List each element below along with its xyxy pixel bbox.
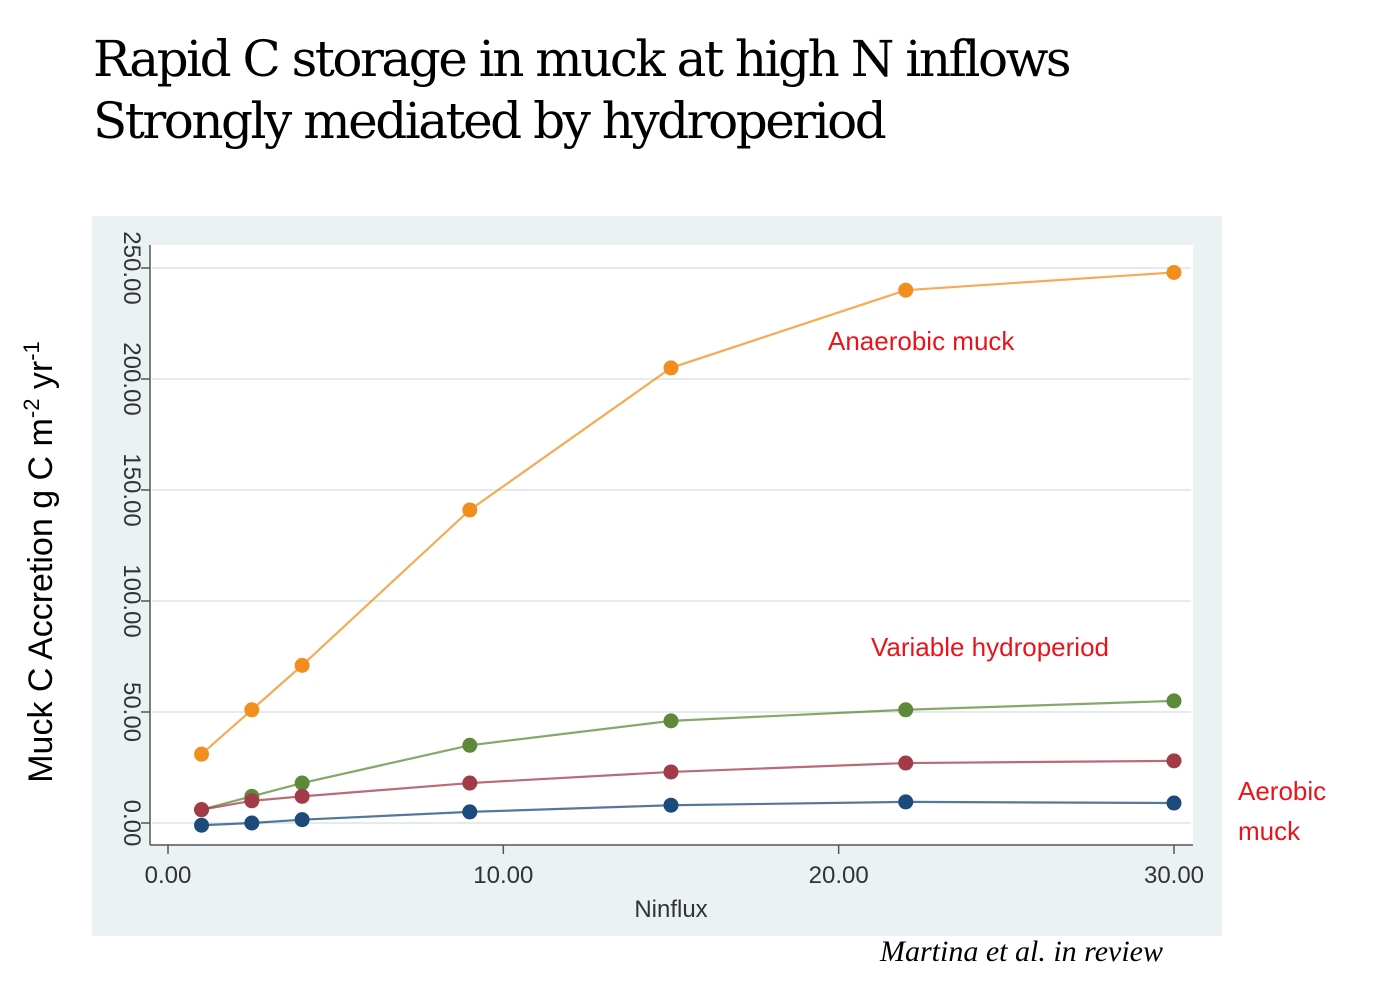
data-point	[462, 775, 478, 791]
axes: 0.00 50.00 100.00 150.00 200.00 250.00 0.00 10.…	[118, 231, 1204, 889]
data-point	[1166, 795, 1182, 811]
data-point	[462, 804, 478, 820]
data-point	[294, 788, 310, 804]
data-point	[294, 657, 310, 673]
data-point	[462, 502, 478, 518]
data-point	[663, 360, 679, 376]
series-4	[194, 794, 1182, 833]
y-axis-label: Muck C Accretion g C m-2 yr-1	[19, 341, 60, 783]
annotation-aerobic-muck-line2: muck	[1238, 816, 1301, 846]
grid-lines	[152, 267, 1191, 824]
data-point	[1166, 264, 1182, 280]
data-point	[663, 713, 679, 729]
y-axis-label-main: Muck C Accretion g C m	[22, 418, 60, 783]
data-point	[294, 775, 310, 791]
y-tick-label: 150.00	[118, 453, 145, 526]
title-line-1: Rapid C storage in muck at high N inflow…	[93, 30, 1072, 88]
data-point	[663, 764, 679, 780]
data-point	[194, 802, 210, 818]
y-tick-label: 100.00	[118, 564, 145, 637]
title-line-2: Strongly mediated by hydroperiod	[93, 92, 887, 150]
data-point	[244, 815, 260, 831]
data-point	[898, 755, 914, 771]
y-tick-label: 0.00	[118, 800, 145, 847]
series-3	[194, 753, 1182, 818]
data-point	[663, 797, 679, 813]
data-point	[898, 702, 914, 718]
data-point	[244, 702, 260, 718]
y-axis-label-mid: yr	[22, 361, 60, 399]
data-point	[1166, 753, 1182, 769]
series-layer	[194, 264, 1182, 833]
x-tick-label: 10.00	[473, 862, 533, 889]
data-point	[194, 817, 210, 833]
x-tick-label: 20.00	[809, 862, 869, 889]
y-tick-label: 250.00	[118, 231, 145, 304]
data-point	[462, 737, 478, 753]
plot-area	[150, 245, 1193, 845]
data-point	[294, 812, 310, 828]
x-tick-label: 0.00	[145, 862, 192, 889]
data-point	[244, 793, 260, 809]
citation: Martina et al. in review	[880, 935, 1164, 968]
x-axis-label: Ninflux	[634, 896, 707, 923]
data-point	[898, 282, 914, 298]
y-axis-label-sup2: -1	[19, 341, 44, 361]
data-point	[1166, 693, 1182, 709]
data-point	[194, 746, 210, 762]
annotation-variable-hydroperiod: Variable hydroperiod	[871, 632, 1109, 662]
data-point	[898, 794, 914, 810]
slide-title: Rapid C storage in muck at high N inflow…	[93, 28, 1072, 152]
series-1	[194, 264, 1182, 762]
x-tick-label: 30.00	[1144, 862, 1204, 889]
annotation-anaerobic-muck: Anaerobic muck	[828, 326, 1015, 356]
y-tick-label: 200.00	[118, 342, 145, 415]
y-axis-label-sup1: -2	[19, 399, 44, 419]
y-tick-label: 50.00	[118, 682, 145, 742]
annotation-aerobic-muck-line1: Aerobic	[1238, 776, 1326, 806]
